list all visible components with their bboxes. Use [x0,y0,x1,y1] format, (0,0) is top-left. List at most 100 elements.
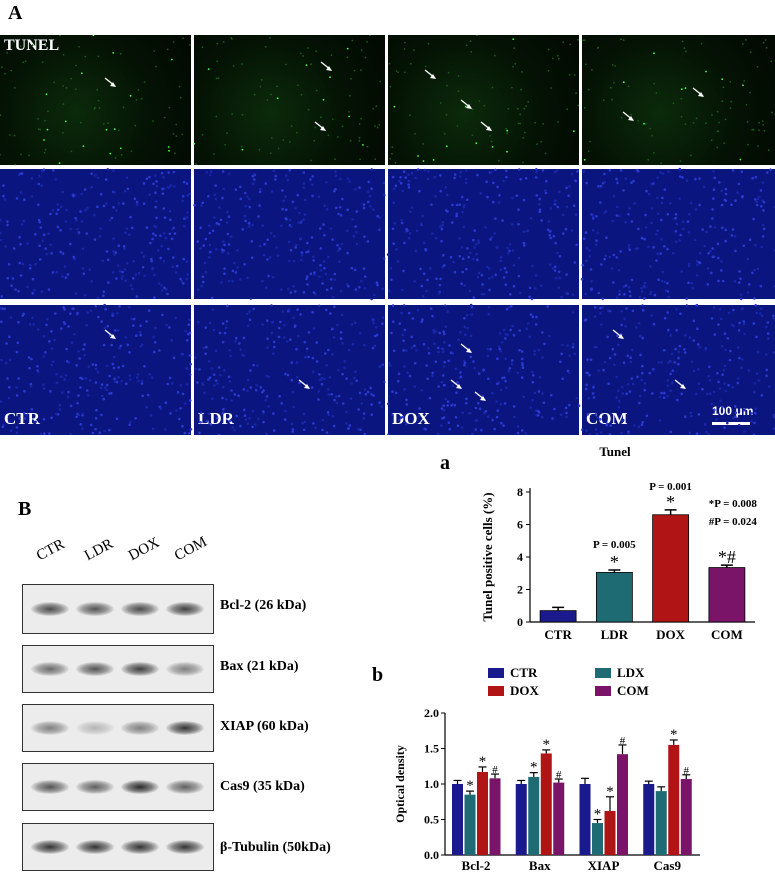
chart-b-bar [592,823,603,855]
band-label-bax: Bax (21 kDa) [220,659,299,674]
tunel-dox-image [388,35,579,165]
chart-b-sig-mark: * [606,784,614,800]
arrow-marker [480,121,492,131]
chart-a-sig-mark: * [666,492,675,512]
blot-band [166,721,204,735]
arrow-marker [692,87,704,97]
blot-tubulin [22,823,214,871]
group-label-ctr: CTR [4,409,40,428]
chart-b-legend-label: LDX [617,665,645,680]
chart-b-bar [668,744,680,855]
chart-b-bar [579,784,591,855]
blot-band [76,780,114,794]
blot-xiap [22,704,214,752]
arrow-marker [104,329,116,339]
band-label-xiap: XIAP (60 kDa) [220,719,309,734]
blot-band [76,840,114,854]
blot-band [166,602,204,616]
chart-b-sig-mark: # [620,735,626,747]
blot-band [121,721,159,735]
subpanel-b-label: b [372,664,384,686]
chart-b-legend-swatch [488,686,504,696]
chart-b-sig-mark: * [466,778,474,794]
chart-a-bar [595,572,633,623]
blot-band [31,780,69,794]
chart-a-bar [652,514,690,623]
chart-b-ytick-label: 1.0 [424,777,439,791]
chart-b-bar [680,779,692,855]
chart-b-sig-mark: * [594,807,602,823]
arrow-marker [622,111,634,121]
lane-label-ctr: CTR [34,536,68,565]
blot-cas9 [22,763,214,811]
arrow-marker [612,329,624,339]
lane-label-ldr: LDR [82,535,117,565]
blot-band [166,840,204,854]
blot-band [166,662,204,676]
micrograph-overlay [0,35,775,435]
blot-band [121,840,159,854]
panel-b-label: B [18,498,32,520]
blot-band [121,602,159,616]
chart-b-bar [477,771,488,855]
chart-b-sig-mark: * [543,737,551,753]
tunel-com-image [582,35,775,165]
chart-a-ytick-label: 0 [517,615,523,629]
chart-b-sig-mark: # [684,765,690,777]
chart-a-p-annotation: #P = 0.024 [709,516,758,528]
chart-b-legend-swatch [595,668,611,678]
blot-band [76,721,114,735]
chart-b-legend-swatch [488,668,504,678]
chart-b-xtick-label: Bax [529,858,551,873]
chart-b-sig-mark: * [670,727,678,743]
chart-a-ylabel: Tunel positive cells (%) [480,492,495,621]
chart-b-bar [604,810,616,855]
chart-b-xtick-label: XIAP [588,858,620,873]
chart-a-title: Tunel [599,444,631,459]
chart-b-ytick-label: 0.0 [424,848,439,862]
merge-ctr-image [0,305,191,435]
arrow-marker [314,121,326,131]
chart-b-bar [515,784,527,855]
chart-b-bar [452,784,463,855]
band-label-cas9: Cas9 (35 kDa) [220,779,305,794]
tunel-bar-chart: Tunel Tunel positive cells (%) 0 2 4 6 8 CTR LDR… [480,444,758,640]
chart-b-ylabel: Optical density [393,745,407,823]
chart-b-bar [553,782,565,855]
chart-b-xtick-label: Cas9 [654,858,682,873]
blot-band [166,780,204,794]
chart-a-bar [539,610,577,623]
micrograph-texture [0,35,775,435]
chart-a-xtick-label: COM [711,627,743,640]
chart-b-bar [489,778,501,855]
chart-a-xtick-label: DOX [656,627,686,640]
dapi-ctr-image [0,169,191,299]
chart-a-p-annotation: P = 0.005 [593,539,636,551]
optical-density-bar-chart: CTR LDX DOX COM Optical density 0.0 0.5 1.0 1.5 2… [393,665,700,873]
tunel-ldr-image [194,35,385,165]
blot-band [76,662,114,676]
blot-band [76,602,114,616]
arrow-marker [674,379,686,389]
chart-b-legend-label: COM [617,683,649,698]
group-label-dox: DOX [392,409,430,428]
blot-bcl2 [22,584,214,634]
chart-b-bar [540,753,552,855]
lane-label-dox: DOX [126,534,163,565]
blot-band [121,662,159,676]
blot-bax [22,645,214,693]
chart-b-bar [643,784,655,855]
chart-b-ytick-label: 1.5 [424,742,439,756]
chart-b-bar [464,794,476,855]
band-label-tubulin: β-Tubulin (50kDa) [220,840,331,855]
arrow-marker [450,379,462,389]
arrow-marker [320,61,332,71]
chart-b-bar [528,776,540,855]
blot-band [31,721,69,735]
chart-b-xtick-label: Bcl-2 [462,858,491,873]
chart-a-ytick-label: 8 [517,485,523,499]
chart-b-ytick-label: 2.0 [424,706,439,720]
arrow-marker [424,69,436,79]
chart-b-sig-mark: * [479,754,487,770]
chart-a-ytick-label: 6 [517,518,523,532]
